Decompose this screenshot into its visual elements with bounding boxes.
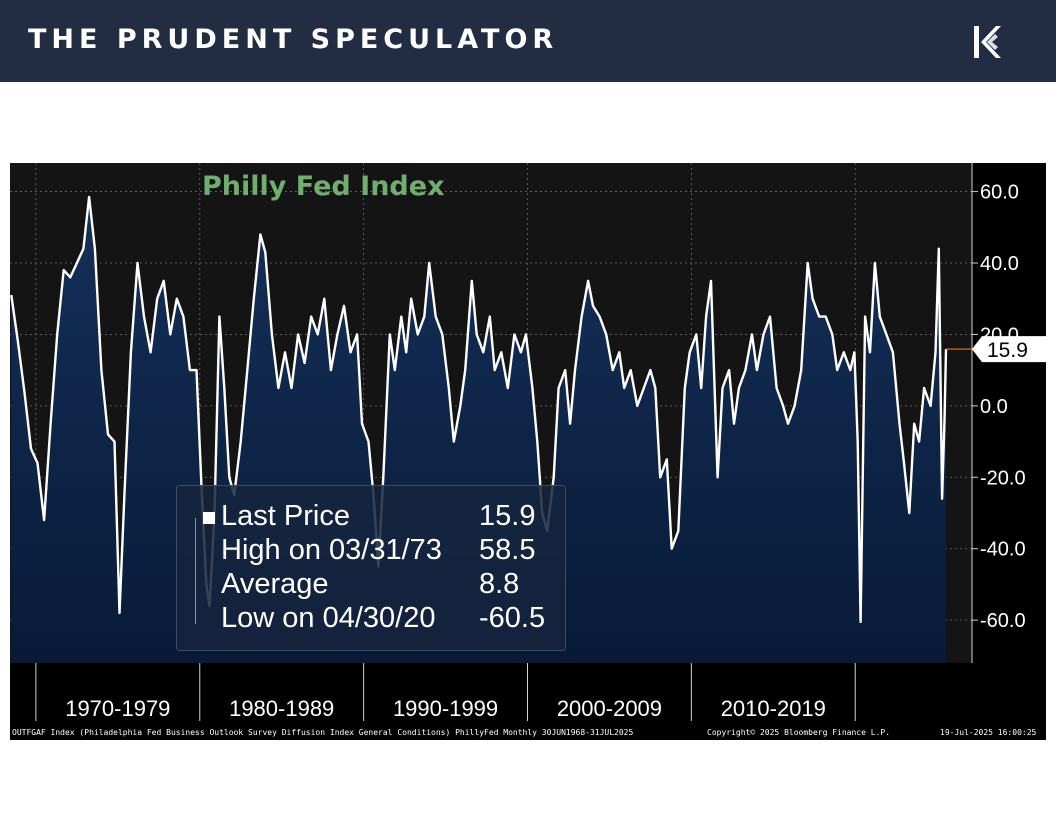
series-line [10, 195, 948, 624]
timestamp: 19-Jul-2025 16:00:25 [940, 728, 1037, 737]
y-tick-label: -20.0 [980, 467, 1026, 489]
legend-square-icon [203, 512, 215, 524]
last-value-marker: 15.9 [946, 336, 1046, 363]
legend-label: Average [221, 568, 329, 600]
philly-fed-chart: 1970-1979 1980-1989 1990-1999 2000-2009 2010… [10, 163, 1046, 726]
x-axis-band [10, 663, 972, 726]
x-tick-label: 1980-1989 [229, 696, 334, 721]
legend-label: High on 03/31/73 [221, 534, 442, 566]
last-value-label: 15.9 [987, 339, 1028, 362]
legend-value: -60.5 [479, 602, 546, 634]
chart-panel: 1970-1979 1980-1989 1990-1999 2000-2009 2010… [10, 163, 1046, 740]
legend-label: Last Price [221, 500, 350, 532]
y-tick-label: 40.0 [980, 253, 1019, 275]
source-note: OUTFGAF Index (Philadelphia Fed Business… [12, 728, 634, 737]
y-tick-label: -60.0 [980, 610, 1026, 632]
legend-bracket [195, 518, 202, 624]
y-tick-label: -40.0 [980, 539, 1026, 561]
legend-value: 8.8 [479, 568, 520, 600]
last-value-tag [972, 336, 1046, 363]
brand-name: THE PRUDENT SPECULATOR [28, 24, 559, 55]
copyright-note: Copyright© 2025 Bloomberg Finance L.P. [707, 728, 891, 737]
legend-label: Low on 04/30/20 [221, 602, 436, 634]
legend-box: Last Price 15.9 High on 03/31/73 58.5 Av… [176, 485, 566, 651]
x-tick-label: 2010-2019 [721, 696, 826, 721]
header-bar: THE PRUDENT SPECULATOR [0, 0, 1056, 82]
x-tick-label: 1970-1979 [65, 696, 170, 721]
x-axis-ticks: 1970-1979 1980-1989 1990-1999 2000-2009 2010… [35, 663, 856, 721]
kp-monogram-icon [974, 26, 1001, 58]
legend-value: 15.9 [479, 500, 536, 532]
x-tick-label: 2000-2009 [557, 696, 662, 721]
chart-footer: OUTFGAF Index (Philadelphia Fed Business… [10, 726, 1046, 740]
chart-title: Philly Fed Index [202, 171, 445, 202]
legend-value: 58.5 [479, 534, 536, 566]
x-tick-label: 1990-1999 [393, 696, 498, 721]
y-tick-label: 60.0 [980, 182, 1019, 204]
y-axis: -60.0-40.0-20.00.020.040.060.0 [971, 163, 1026, 663]
y-tick-label: 0.0 [980, 396, 1008, 418]
